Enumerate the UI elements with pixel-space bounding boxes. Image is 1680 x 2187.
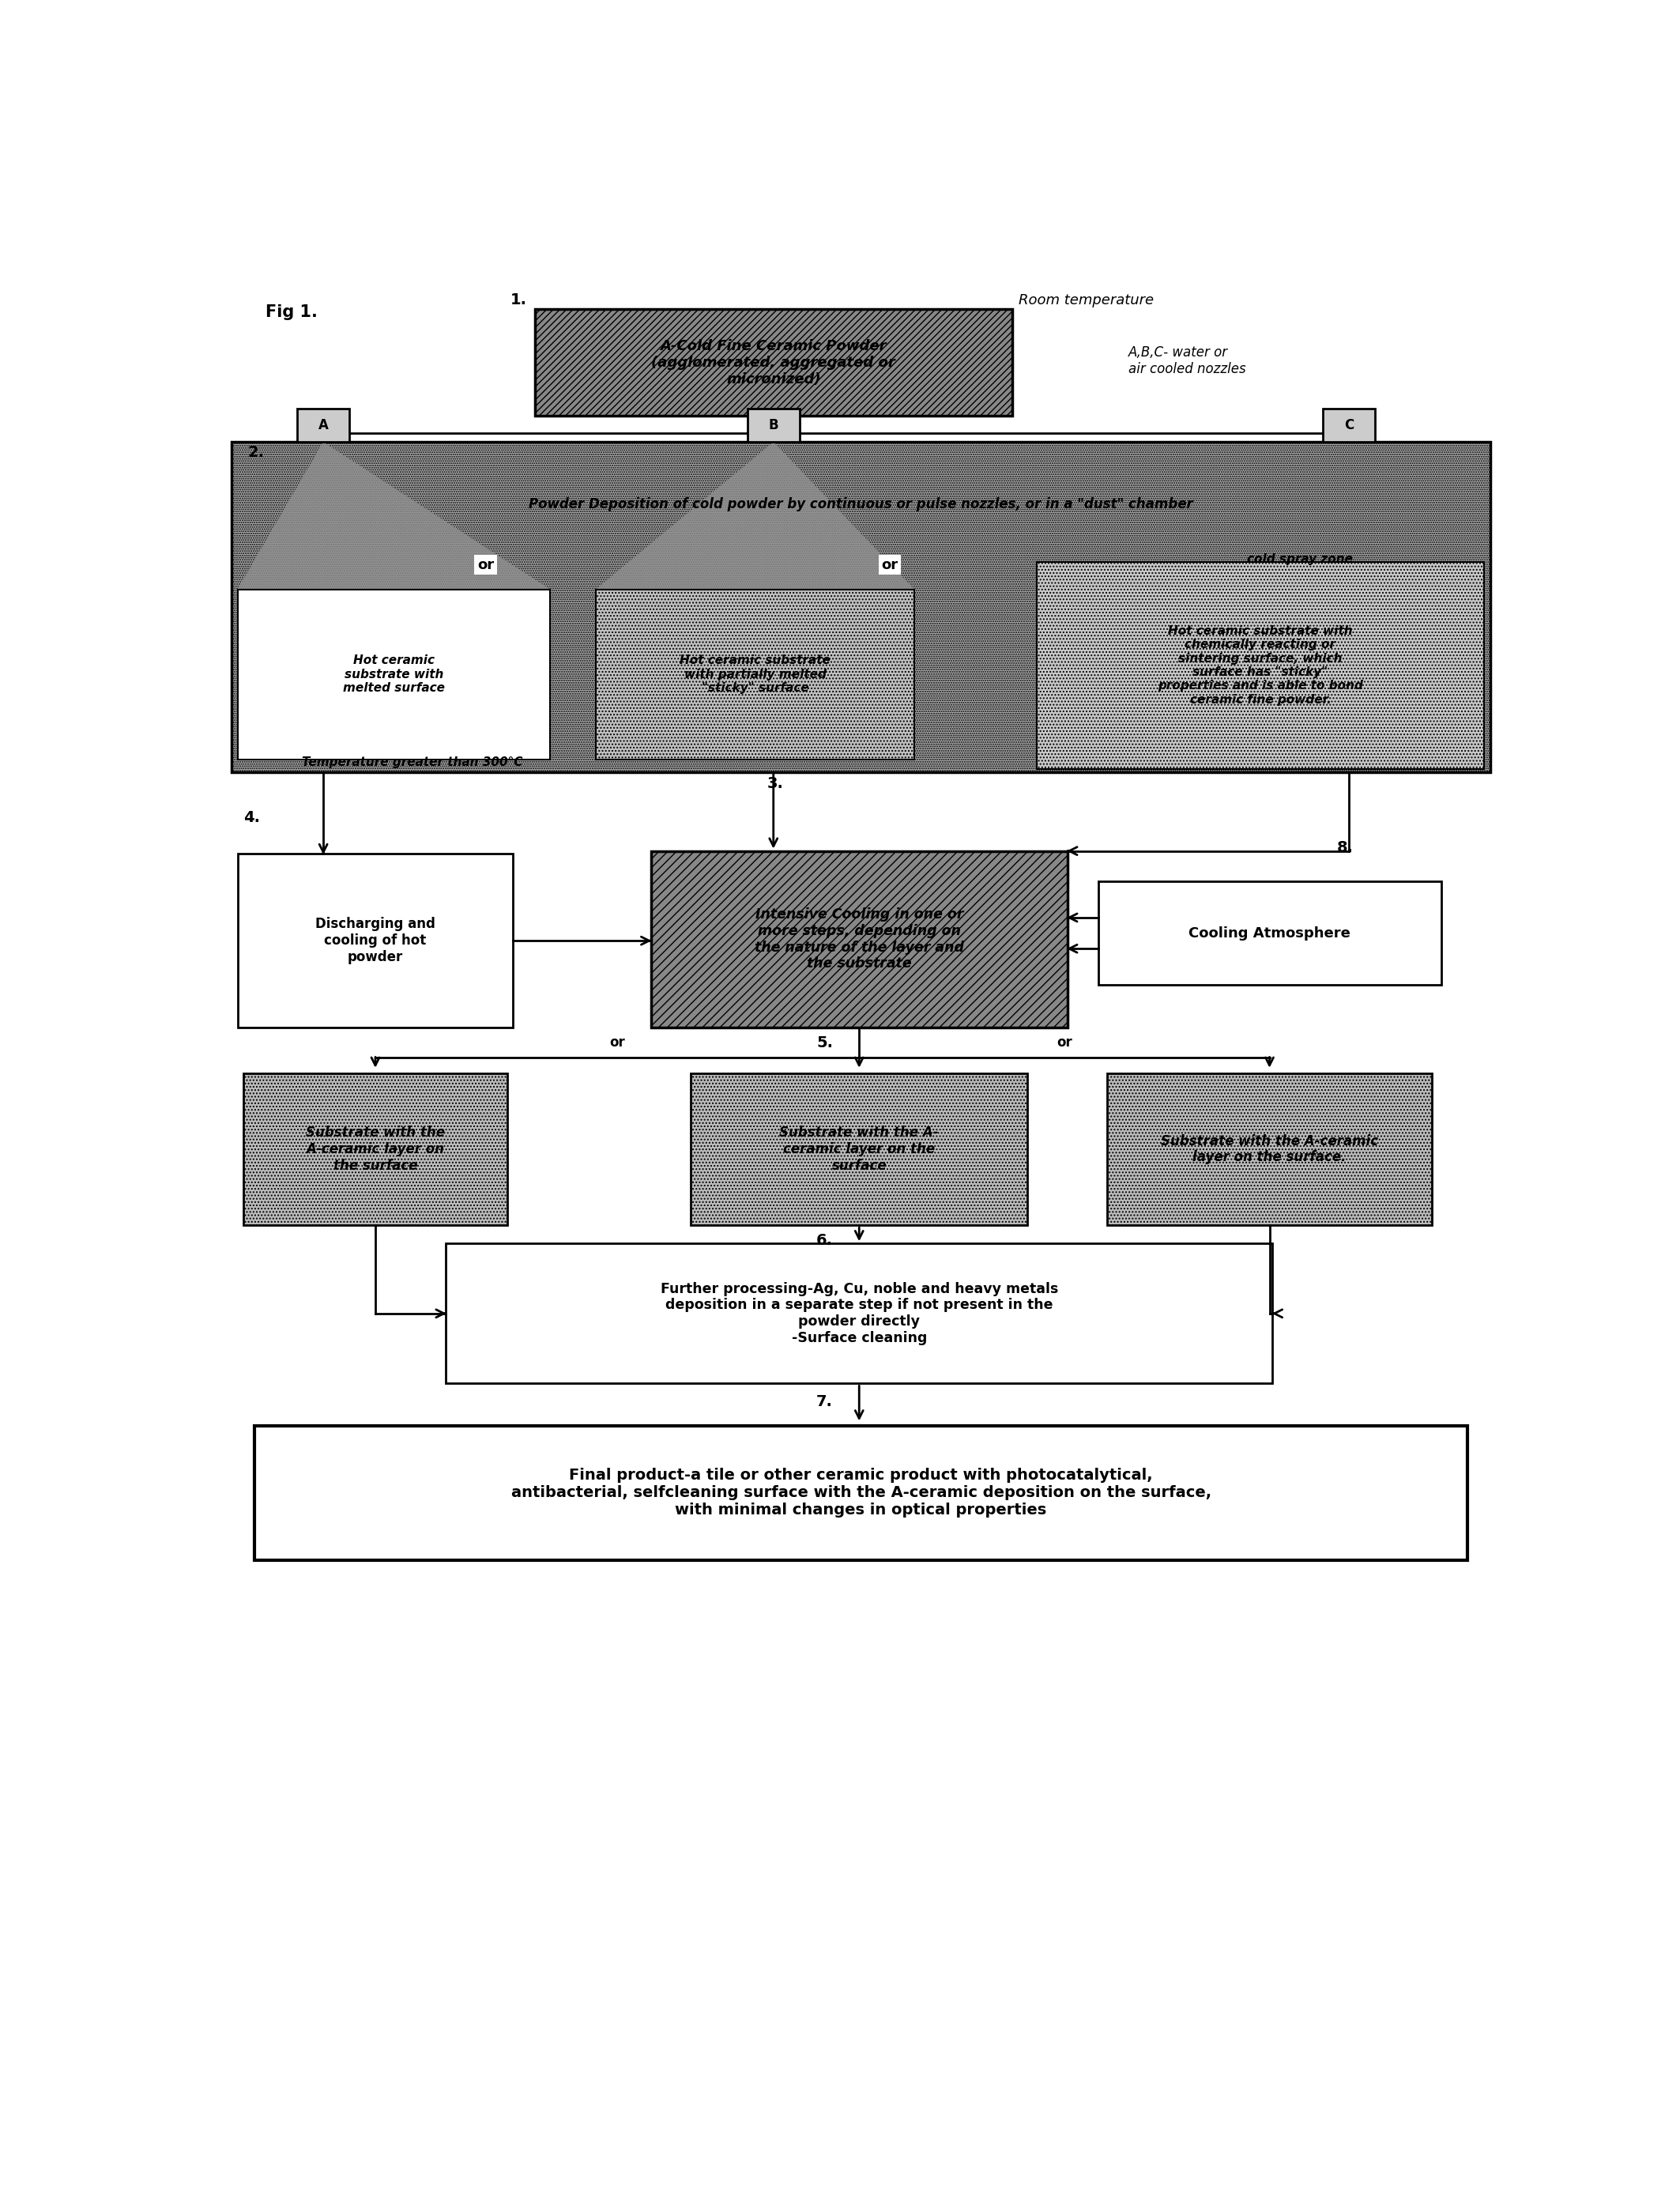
Text: Fig 1.: Fig 1. [265,304,318,319]
Text: 8.: 8. [1337,840,1354,855]
Text: 3.: 3. [768,776,785,792]
Polygon shape [596,442,914,588]
Bar [237,588,549,759]
Text: Final product-a tile or other ceramic product with photocatalytical,
antibacteri: Final product-a tile or other ceramic pr… [511,1467,1211,1518]
Text: Discharging and
cooling of hot
powder: Discharging and cooling of hot powder [316,916,435,964]
Text: 2.: 2. [249,444,264,459]
Bar [596,588,914,759]
Text: Hot ceramic substrate with
chemically reacting or
sintering surface, which
surfa: Hot ceramic substrate with chemically re… [1158,625,1362,706]
Bar [748,409,800,442]
Bar [1037,562,1483,770]
Bar [1107,1074,1431,1225]
Bar [237,853,512,1028]
Text: Powder Deposition of cold powder by continuous or pulse nozzles, or in a "dust" : Powder Deposition of cold powder by cont… [529,496,1193,512]
Polygon shape [237,442,549,588]
Text: A: A [318,418,328,433]
Bar [232,442,1490,772]
Text: Cooling Atmosphere: Cooling Atmosphere [1188,925,1351,940]
Text: Room temperature: Room temperature [1018,293,1154,308]
Text: 7.: 7. [816,1395,833,1408]
Bar [650,851,1067,1028]
Text: Intensive Cooling in one or
more steps, depending on
the nature of the layer and: Intensive Cooling in one or more steps, … [754,908,964,971]
Text: Hot ceramic
substrate with
melted surface: Hot ceramic substrate with melted surfac… [343,654,445,693]
Text: or: or [1057,1037,1072,1050]
Text: A,B,C- water or
air cooled nozzles: A,B,C- water or air cooled nozzles [1129,346,1247,376]
Text: C: C [1344,418,1354,433]
Text: A-Cold Fine Ceramic Powder
(agglomerated, aggregated or
micronized): A-Cold Fine Ceramic Powder (agglomerated… [652,339,895,387]
Text: Temperature greater than 300°C: Temperature greater than 300°C [302,757,522,768]
Text: or: or [477,558,494,573]
Text: or: or [610,1037,625,1050]
Bar [534,308,1013,416]
Bar [1324,409,1376,442]
Text: B: B [768,418,778,433]
Text: 5.: 5. [816,1034,833,1050]
Text: Hot ceramic substrate
with partially melted
"sticky" surface: Hot ceramic substrate with partially mel… [680,654,830,693]
Text: Substrate with the
A-ceramic layer on
the surface: Substrate with the A-ceramic layer on th… [306,1126,445,1172]
Text: Substrate with the A-
ceramic layer on the
surface: Substrate with the A- ceramic layer on t… [780,1126,939,1172]
Bar [690,1074,1028,1225]
Text: 1.: 1. [511,293,526,308]
Text: or: or [882,558,899,573]
Bar [1099,881,1441,984]
Text: Substrate with the A-ceramic
layer on the surface.: Substrate with the A-ceramic layer on th… [1161,1133,1378,1163]
Bar [244,1074,507,1225]
Text: Further processing-Ag, Cu, noble and heavy metals
deposition in a separate step : Further processing-Ag, Cu, noble and hea… [660,1282,1058,1345]
Bar [297,409,349,442]
Bar [255,1426,1467,1559]
Text: 4.: 4. [244,809,260,824]
Text: cold spray zone: cold spray zone [1247,553,1352,564]
Text: 6.: 6. [816,1233,833,1249]
Bar [445,1244,1272,1384]
